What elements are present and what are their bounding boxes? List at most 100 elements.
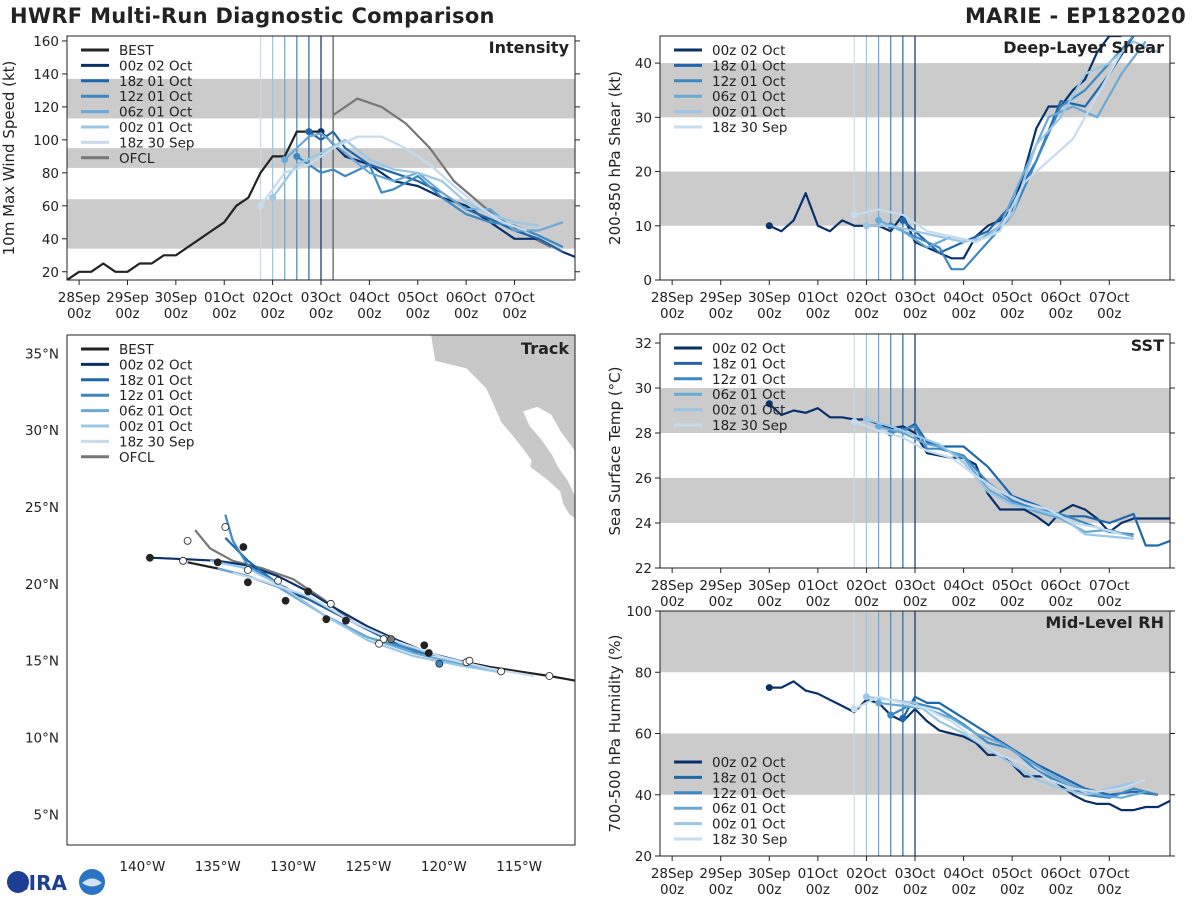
rh-init-marker bbox=[765, 684, 773, 692]
shear-xtick-hour: 00z bbox=[1049, 306, 1073, 322]
rh-xtick-hour: 00z bbox=[757, 882, 781, 898]
rh-legend-label: 06z 01 Oct bbox=[712, 801, 785, 817]
sst-ytick-label: 26 bbox=[635, 471, 652, 487]
shear-init-marker bbox=[899, 216, 907, 224]
sst-init-marker bbox=[765, 400, 773, 408]
intensity-ytick-label: 100 bbox=[33, 133, 59, 149]
shear-series-line bbox=[866, 40, 1159, 244]
logo-text: CIRA bbox=[14, 871, 68, 895]
rh-init-marker bbox=[875, 699, 883, 707]
shear-xtick-date: 02Oct bbox=[846, 290, 887, 306]
intensity-xtick-date: 05Oct bbox=[397, 290, 438, 306]
shear-xtick-date: 05Oct bbox=[992, 290, 1033, 306]
sst-init-marker bbox=[850, 418, 858, 426]
track-series-line bbox=[149, 556, 430, 655]
shear-legend-label: 12z 01 Oct bbox=[712, 74, 785, 90]
rh-ytick-label: 100 bbox=[626, 604, 652, 620]
track-ytick-label: 20°N bbox=[25, 577, 59, 593]
shear-xtick-hour: 00z bbox=[1000, 306, 1024, 322]
shear-init-marker bbox=[875, 216, 883, 224]
sst-xtick-hour: 00z bbox=[757, 594, 781, 610]
rh-xtick-hour: 00z bbox=[660, 882, 684, 898]
rh-ytick-label: 40 bbox=[635, 788, 652, 804]
sst-xtick-hour: 00z bbox=[1000, 594, 1024, 610]
track-land bbox=[430, 335, 575, 520]
sst-xtick-date: 01Oct bbox=[798, 578, 839, 594]
shear-xtick-hour: 00z bbox=[660, 306, 684, 322]
shear-xtick-date: 03Oct bbox=[895, 290, 936, 306]
track-xtick-label: 140°W bbox=[119, 859, 165, 875]
sst-xtick-hour: 00z bbox=[1049, 594, 1073, 610]
shear-ytick-label: 0 bbox=[643, 273, 652, 289]
shear-ytick-label: 40 bbox=[635, 56, 652, 72]
track-land bbox=[574, 335, 575, 370]
intensity-xtick-date: 02Oct bbox=[252, 290, 293, 306]
rh-series-line bbox=[866, 695, 1134, 796]
rh-xtick-date: 03Oct bbox=[895, 866, 936, 882]
intensity-ytick-label: 160 bbox=[33, 34, 59, 50]
track-series-line bbox=[209, 559, 505, 675]
intensity-xtick-date: 06Oct bbox=[446, 290, 487, 306]
logo-swirl-icon bbox=[82, 878, 102, 887]
track-panel: 140°W 135°W 130°W 125°W 120°W 115°W 5°N 10°N 15°… bbox=[25, 334, 576, 875]
shear-xtick-date: 29Sep bbox=[699, 290, 742, 306]
shear-xtick-hour: 00z bbox=[951, 306, 975, 322]
rh-xtick-date: 29Sep bbox=[699, 866, 742, 882]
intensity-series-line bbox=[67, 130, 321, 280]
track-xtick-label: 120°W bbox=[421, 859, 467, 875]
shear-title: Deep-Layer Shear bbox=[1003, 38, 1164, 57]
sst-series-group bbox=[765, 400, 1170, 547]
sst-xtick-hour: 00z bbox=[1097, 594, 1121, 610]
intensity-xtick-date: 01Oct bbox=[204, 290, 245, 306]
shear-legend-label: 18z 01 Oct bbox=[712, 58, 785, 74]
sst-xtick-date: 07Oct bbox=[1089, 578, 1130, 594]
track-legend-label: 00z 01 Oct bbox=[119, 419, 192, 435]
rh-xtick-hour: 00z bbox=[951, 882, 975, 898]
rh-xtick-hour: 00z bbox=[806, 882, 830, 898]
shear-series-line bbox=[768, 36, 1122, 260]
rh-series-line bbox=[853, 695, 1147, 793]
track-legend-label: 00z 02 Oct bbox=[119, 357, 192, 373]
track-marker bbox=[341, 616, 350, 625]
rh-init-marker bbox=[862, 693, 870, 701]
rh-legend-label: 00z 02 Oct bbox=[712, 755, 785, 771]
figure-title: HWRF Multi-Run Diagnostic Comparison bbox=[10, 4, 495, 28]
intensity-xtick-hour: 00z bbox=[115, 306, 139, 322]
rh-ytick-label: 60 bbox=[635, 727, 652, 743]
intensity-xtick-date: 07Oct bbox=[494, 290, 535, 306]
shear-legend-label: 00z 01 Oct bbox=[712, 105, 785, 121]
sst-xtick-hour: 00z bbox=[903, 594, 927, 610]
track-xtick-label: 130°W bbox=[270, 859, 316, 875]
track-marker bbox=[375, 639, 383, 648]
track-marker bbox=[420, 641, 429, 650]
intensity-ytick-label: 40 bbox=[42, 232, 59, 248]
sst-xtick-hour: 00z bbox=[709, 594, 733, 610]
rh-xtick-date: 07Oct bbox=[1089, 866, 1130, 882]
intensity-xtick-hour: 00z bbox=[309, 306, 333, 322]
rh-xtick-hour: 00z bbox=[903, 882, 927, 898]
track-legend-label: 18z 01 Oct bbox=[119, 373, 192, 389]
track-marker bbox=[545, 672, 554, 680]
intensity-legend-label: 12z 01 Oct bbox=[119, 89, 192, 105]
track-ytick-label: 35°N bbox=[25, 346, 59, 362]
track-series-line bbox=[224, 514, 460, 662]
track-marker bbox=[243, 566, 252, 574]
intensity-ylabel: 10m Max Wind Speed (kt) bbox=[0, 61, 18, 256]
track-marker bbox=[435, 659, 444, 668]
rh-ytick-label: 20 bbox=[635, 849, 652, 865]
shear-xtick-hour: 00z bbox=[757, 306, 781, 322]
track-marker bbox=[179, 556, 187, 565]
rh-legend-label: 00z 01 Oct bbox=[712, 817, 785, 833]
rh-xtick-date: 28Sep bbox=[651, 866, 694, 882]
shear-xtick-hour: 00z bbox=[806, 306, 830, 322]
intensity-xtick-hour: 00z bbox=[357, 306, 381, 322]
track-marker bbox=[221, 523, 230, 531]
track-marker bbox=[239, 543, 248, 551]
intensity-xtick-hour: 00z bbox=[406, 306, 430, 322]
track-marker bbox=[465, 656, 474, 665]
sst-xtick-date: 03Oct bbox=[895, 578, 936, 594]
sst-legend-label: 18z 01 Oct bbox=[712, 356, 785, 372]
track-legend-label: 06z 01 Oct bbox=[119, 404, 192, 420]
sst-ytick-label: 28 bbox=[635, 426, 652, 442]
